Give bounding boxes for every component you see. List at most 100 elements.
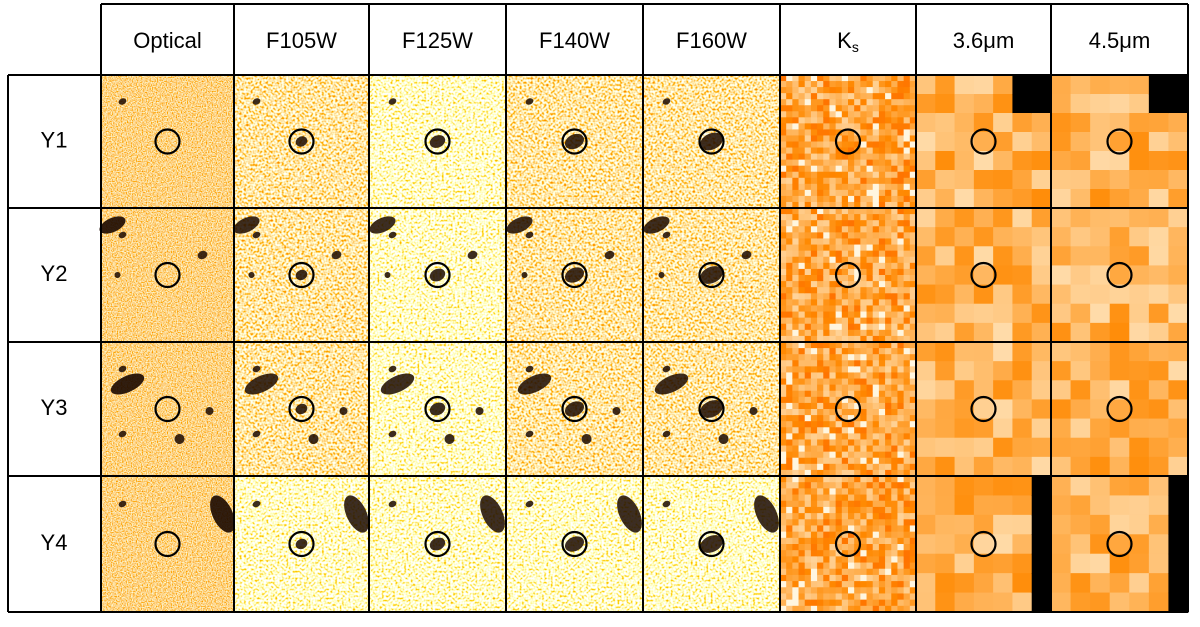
- pixel: [854, 93, 861, 100]
- pixel: [1051, 132, 1072, 152]
- pixel: [891, 445, 899, 453]
- pixel: [792, 519, 800, 527]
- pixel: [866, 384, 874, 392]
- pixel: [829, 519, 837, 527]
- pixel: [804, 117, 812, 124]
- pixel: [1148, 553, 1170, 574]
- image-stamp: [234, 342, 369, 476]
- pixel: [848, 135, 855, 143]
- pixel: [792, 402, 800, 410]
- pixel: [841, 366, 849, 374]
- pixel: [841, 513, 849, 520]
- pixel: [878, 421, 886, 428]
- pixel: [798, 256, 806, 264]
- pixel: [1070, 170, 1091, 190]
- pixel: [872, 360, 880, 367]
- pixel: [1031, 208, 1052, 228]
- pixel: [823, 476, 831, 483]
- pixel: [792, 599, 800, 607]
- pixel: [804, 562, 812, 570]
- pixel: [909, 556, 917, 564]
- pixel: [866, 208, 874, 215]
- pixel: [885, 287, 892, 294]
- pixel: [792, 232, 800, 240]
- pixel: [780, 293, 787, 300]
- pixel: [891, 421, 899, 428]
- pixel: [804, 599, 812, 607]
- pixel: [804, 111, 812, 118]
- pixel: [1129, 456, 1150, 477]
- pixel: [854, 378, 861, 386]
- pixel: [866, 433, 874, 441]
- pixel: [897, 599, 905, 607]
- pixel: [792, 525, 800, 533]
- pixel: [841, 384, 849, 392]
- pixel: [829, 525, 837, 533]
- pixel: [1012, 476, 1033, 497]
- pixel: [792, 111, 800, 118]
- source: [429, 268, 446, 282]
- pixel: [780, 238, 787, 246]
- pixel: [909, 427, 917, 434]
- pixel: [860, 214, 868, 221]
- pixel: [817, 348, 824, 355]
- source: [700, 535, 723, 553]
- pixel: [885, 129, 892, 137]
- pixel: [817, 105, 824, 112]
- pixel: [897, 226, 905, 233]
- pixel: [866, 519, 874, 527]
- source: [741, 250, 752, 260]
- pixel: [1051, 495, 1072, 516]
- pixel: [935, 189, 956, 209]
- pixel: [792, 378, 800, 386]
- pixel: [829, 544, 837, 551]
- pixel: [866, 183, 874, 191]
- pixel: [823, 244, 831, 252]
- pixel: [829, 433, 837, 441]
- pixel: [909, 287, 917, 294]
- pixel: [903, 268, 911, 276]
- pixel: [835, 335, 843, 343]
- pixel: [860, 99, 868, 106]
- pixel: [835, 550, 843, 557]
- pixel: [854, 439, 861, 447]
- pixel: [885, 183, 892, 191]
- pixel: [872, 457, 880, 465]
- pixel: [823, 513, 831, 520]
- pixel: [866, 439, 874, 447]
- pixel: [891, 311, 899, 319]
- aperture-circle: [154, 261, 181, 289]
- pixel: [798, 299, 806, 307]
- pixel: [804, 305, 812, 313]
- pixel: [817, 354, 824, 361]
- pixel: [872, 238, 880, 246]
- pixel: [829, 159, 837, 167]
- pixel: [841, 409, 849, 416]
- pixel: [835, 513, 843, 520]
- pixel: [792, 141, 800, 149]
- pixel: [891, 244, 899, 252]
- pixel: [780, 232, 787, 240]
- pixel: [993, 75, 1014, 95]
- pixel: [872, 195, 880, 203]
- pixel: [780, 141, 787, 149]
- pixel: [823, 335, 831, 343]
- image-stamp: [780, 75, 917, 209]
- pixel: [1012, 418, 1033, 439]
- pixel: [823, 348, 831, 355]
- pixel: [1070, 132, 1091, 152]
- pixel: [810, 335, 818, 343]
- pixel: [860, 105, 868, 112]
- source: [308, 434, 319, 444]
- pixel: [860, 599, 868, 607]
- pixel: [854, 415, 861, 422]
- pixel: [792, 354, 800, 361]
- pixel: [1168, 227, 1189, 247]
- pixel: [798, 342, 806, 349]
- pixel: [817, 402, 824, 410]
- pixel: [973, 303, 994, 324]
- pixel: [854, 587, 861, 595]
- pixel: [872, 147, 880, 155]
- pixel: [854, 299, 861, 307]
- pixel: [1012, 514, 1033, 535]
